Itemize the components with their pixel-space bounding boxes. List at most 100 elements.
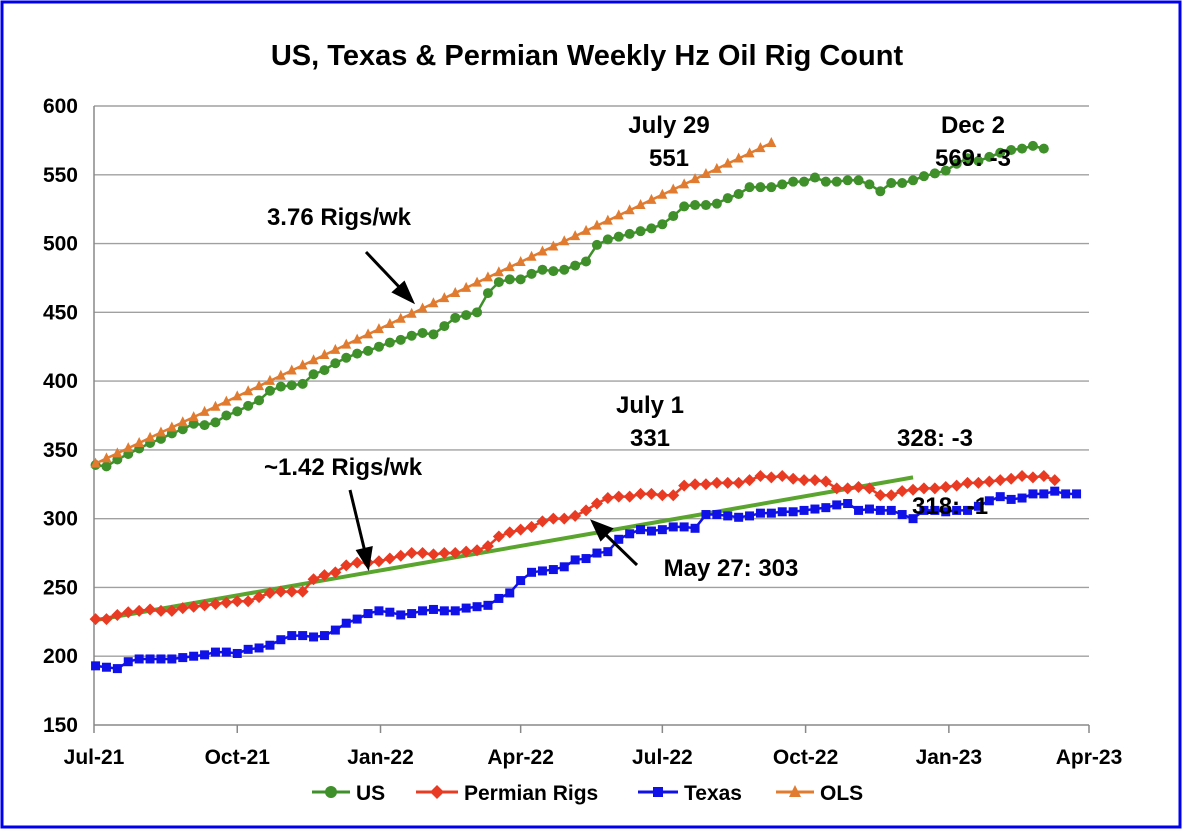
- data-point-permian-rigs: [416, 547, 429, 560]
- x-tick-label: Jul-21: [64, 746, 125, 769]
- data-point-us: [472, 307, 483, 318]
- data-point-texas: [505, 588, 515, 598]
- data-point-texas: [897, 510, 907, 520]
- annotation-permian-latest: 328: -3: [897, 425, 973, 452]
- series-markers-us: [90, 140, 1049, 472]
- data-point-ols: [177, 416, 188, 427]
- data-point-ols: [679, 178, 690, 189]
- data-point-texas: [319, 631, 329, 641]
- arrow-us-rate-head: [391, 280, 416, 305]
- legend-item-us: US: [312, 782, 385, 805]
- data-point-texas: [614, 534, 624, 544]
- data-point-ols: [690, 173, 701, 184]
- data-point-ols: [755, 142, 766, 153]
- data-point-texas: [1006, 494, 1016, 504]
- data-point-texas: [232, 648, 242, 658]
- data-point-texas: [516, 576, 526, 586]
- data-point-us: [188, 418, 199, 429]
- data-point-us: [788, 176, 799, 187]
- data-point-permian-rigs: [885, 489, 898, 502]
- data-point-texas: [821, 503, 831, 513]
- data-point-texas: [145, 654, 155, 664]
- data-point-us: [668, 211, 679, 222]
- y-tick-label: 250: [43, 576, 78, 599]
- data-point-ols: [406, 307, 417, 318]
- data-point-texas: [450, 606, 460, 616]
- data-point-permian-rigs: [732, 476, 745, 489]
- data-point-texas: [668, 522, 678, 532]
- data-point-us: [929, 168, 940, 179]
- data-point-texas: [745, 511, 755, 521]
- data-point-permian-rigs: [154, 604, 167, 617]
- data-point-ols: [363, 328, 374, 339]
- data-point-ols: [166, 421, 177, 432]
- data-point-permian-rigs: [492, 530, 505, 543]
- data-point-texas: [636, 525, 646, 535]
- data-point-texas: [701, 510, 711, 520]
- data-point-permian-rigs: [667, 489, 680, 502]
- data-point-us: [733, 189, 744, 200]
- data-point-permian-rigs: [187, 600, 200, 613]
- series-markers-ols: [90, 137, 777, 468]
- data-point-texas: [287, 631, 297, 641]
- data-point-texas: [91, 661, 101, 671]
- data-point-us: [897, 178, 908, 189]
- legend-marker-texas: [653, 787, 663, 797]
- data-point-texas: [156, 654, 166, 664]
- legend: US Permian Rigs Texas OLS: [312, 782, 863, 805]
- data-point-ols: [330, 343, 341, 354]
- data-point-us: [428, 329, 439, 340]
- data-point-us: [548, 266, 559, 277]
- data-point-permian-rigs: [776, 470, 789, 483]
- data-point-permian-rigs: [710, 476, 723, 489]
- data-point-permian-rigs: [285, 585, 298, 598]
- data-point-texas: [592, 548, 602, 558]
- data-point-permian-rigs: [307, 573, 320, 586]
- data-point-permian-rigs: [689, 478, 702, 491]
- data-point-ols: [123, 442, 134, 453]
- data-point-permian-rigs: [176, 602, 189, 615]
- data-point-us: [962, 153, 973, 164]
- data-point-texas: [254, 643, 264, 653]
- data-point-texas: [581, 554, 591, 564]
- data-point-us: [777, 179, 788, 190]
- gridlines: [94, 105, 1089, 657]
- data-point-permian-rigs: [274, 585, 287, 598]
- data-point-texas: [963, 505, 973, 515]
- data-point-us: [831, 176, 842, 187]
- data-point-texas: [461, 603, 471, 613]
- series-markers-permian-rigs: [89, 470, 1061, 626]
- legend-item-ols: OLS: [776, 782, 863, 805]
- data-point-permian-rigs: [318, 569, 331, 582]
- data-point-ols: [733, 152, 744, 163]
- data-point-permian-rigs: [394, 549, 407, 562]
- data-point-permian-rigs: [896, 485, 909, 498]
- data-point-texas: [112, 664, 122, 674]
- data-point-permian-rigs: [754, 470, 767, 483]
- annotation-permian-rate: ~1.42 Rigs/wk: [264, 454, 423, 481]
- data-point-us: [613, 231, 624, 242]
- data-point-ols: [646, 193, 657, 204]
- data-point-us: [297, 378, 308, 389]
- data-point-texas: [679, 522, 689, 532]
- data-point-texas: [908, 514, 918, 524]
- data-point-us: [101, 461, 112, 472]
- data-point-permian-rigs: [427, 548, 440, 561]
- data-point-permian-rigs: [405, 547, 418, 560]
- data-point-texas: [298, 631, 308, 641]
- data-point-texas: [483, 600, 493, 610]
- data-point-permian-rigs: [819, 475, 832, 488]
- data-point-us: [264, 385, 275, 396]
- data-point-us: [908, 175, 919, 186]
- data-point-texas: [1017, 493, 1027, 503]
- data-point-us: [602, 234, 613, 245]
- data-point-permian-rigs: [612, 490, 625, 503]
- legend-item-texas: Texas: [638, 782, 742, 805]
- data-point-permian-rigs: [383, 552, 396, 565]
- annotation-texas-latest: 318: -1: [912, 493, 988, 520]
- data-point-texas: [494, 593, 504, 603]
- data-point-permian-rigs: [721, 476, 734, 489]
- x-tick-label: Oct-21: [205, 746, 271, 769]
- data-point-ols: [668, 183, 679, 194]
